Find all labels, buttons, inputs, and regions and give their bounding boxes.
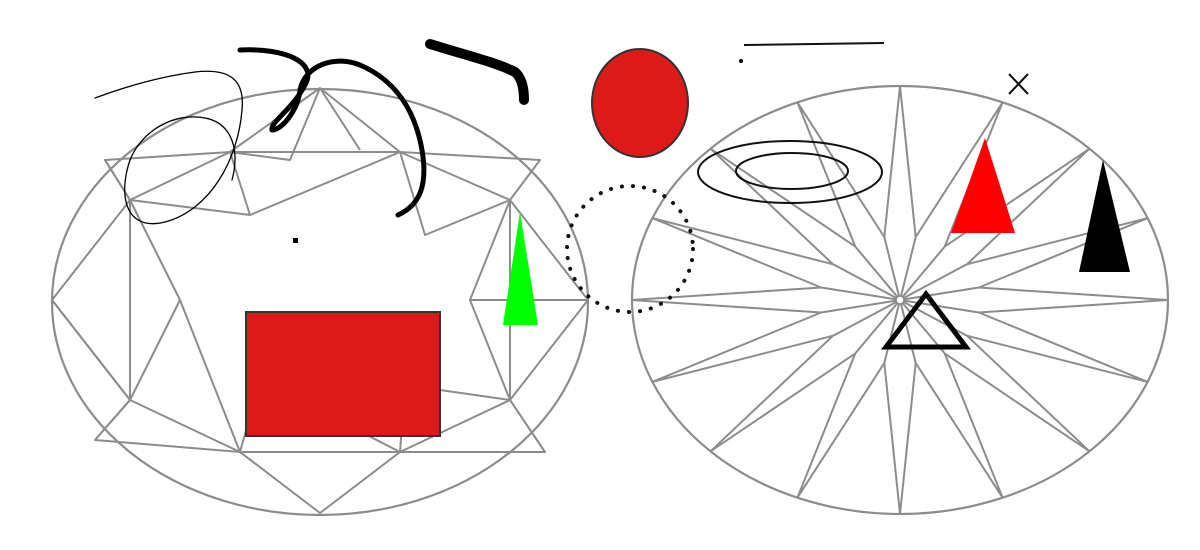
right-diamond-culet [895,295,905,305]
small-square-mark [293,238,298,243]
diamond-pavilion-view-right [630,84,1170,516]
black-triangle[interactable] [1079,160,1130,272]
red-triangle[interactable] [951,138,1015,233]
dot-mark [739,59,743,63]
x-mark[interactable] [1008,73,1029,95]
red-oval[interactable] [591,48,689,158]
thin-loop-scribble [94,70,244,225]
outlined-triangle[interactable] [880,289,972,350]
bold-marker-stroke [425,39,529,105]
thin-line[interactable] [743,42,885,46]
scribble-strokes[interactable] [94,39,529,225]
right-diamond-star-facets [631,85,1169,515]
star-facet-lines [631,85,1169,515]
outer-oval [697,140,883,204]
inner-oval [735,152,849,190]
red-rectangle[interactable] [245,311,441,437]
thick-loop-scribble [237,47,427,218]
concentric-ovals[interactable] [697,140,883,204]
green-triangle[interactable] [503,212,538,325]
dotted-circle[interactable] [565,184,695,314]
